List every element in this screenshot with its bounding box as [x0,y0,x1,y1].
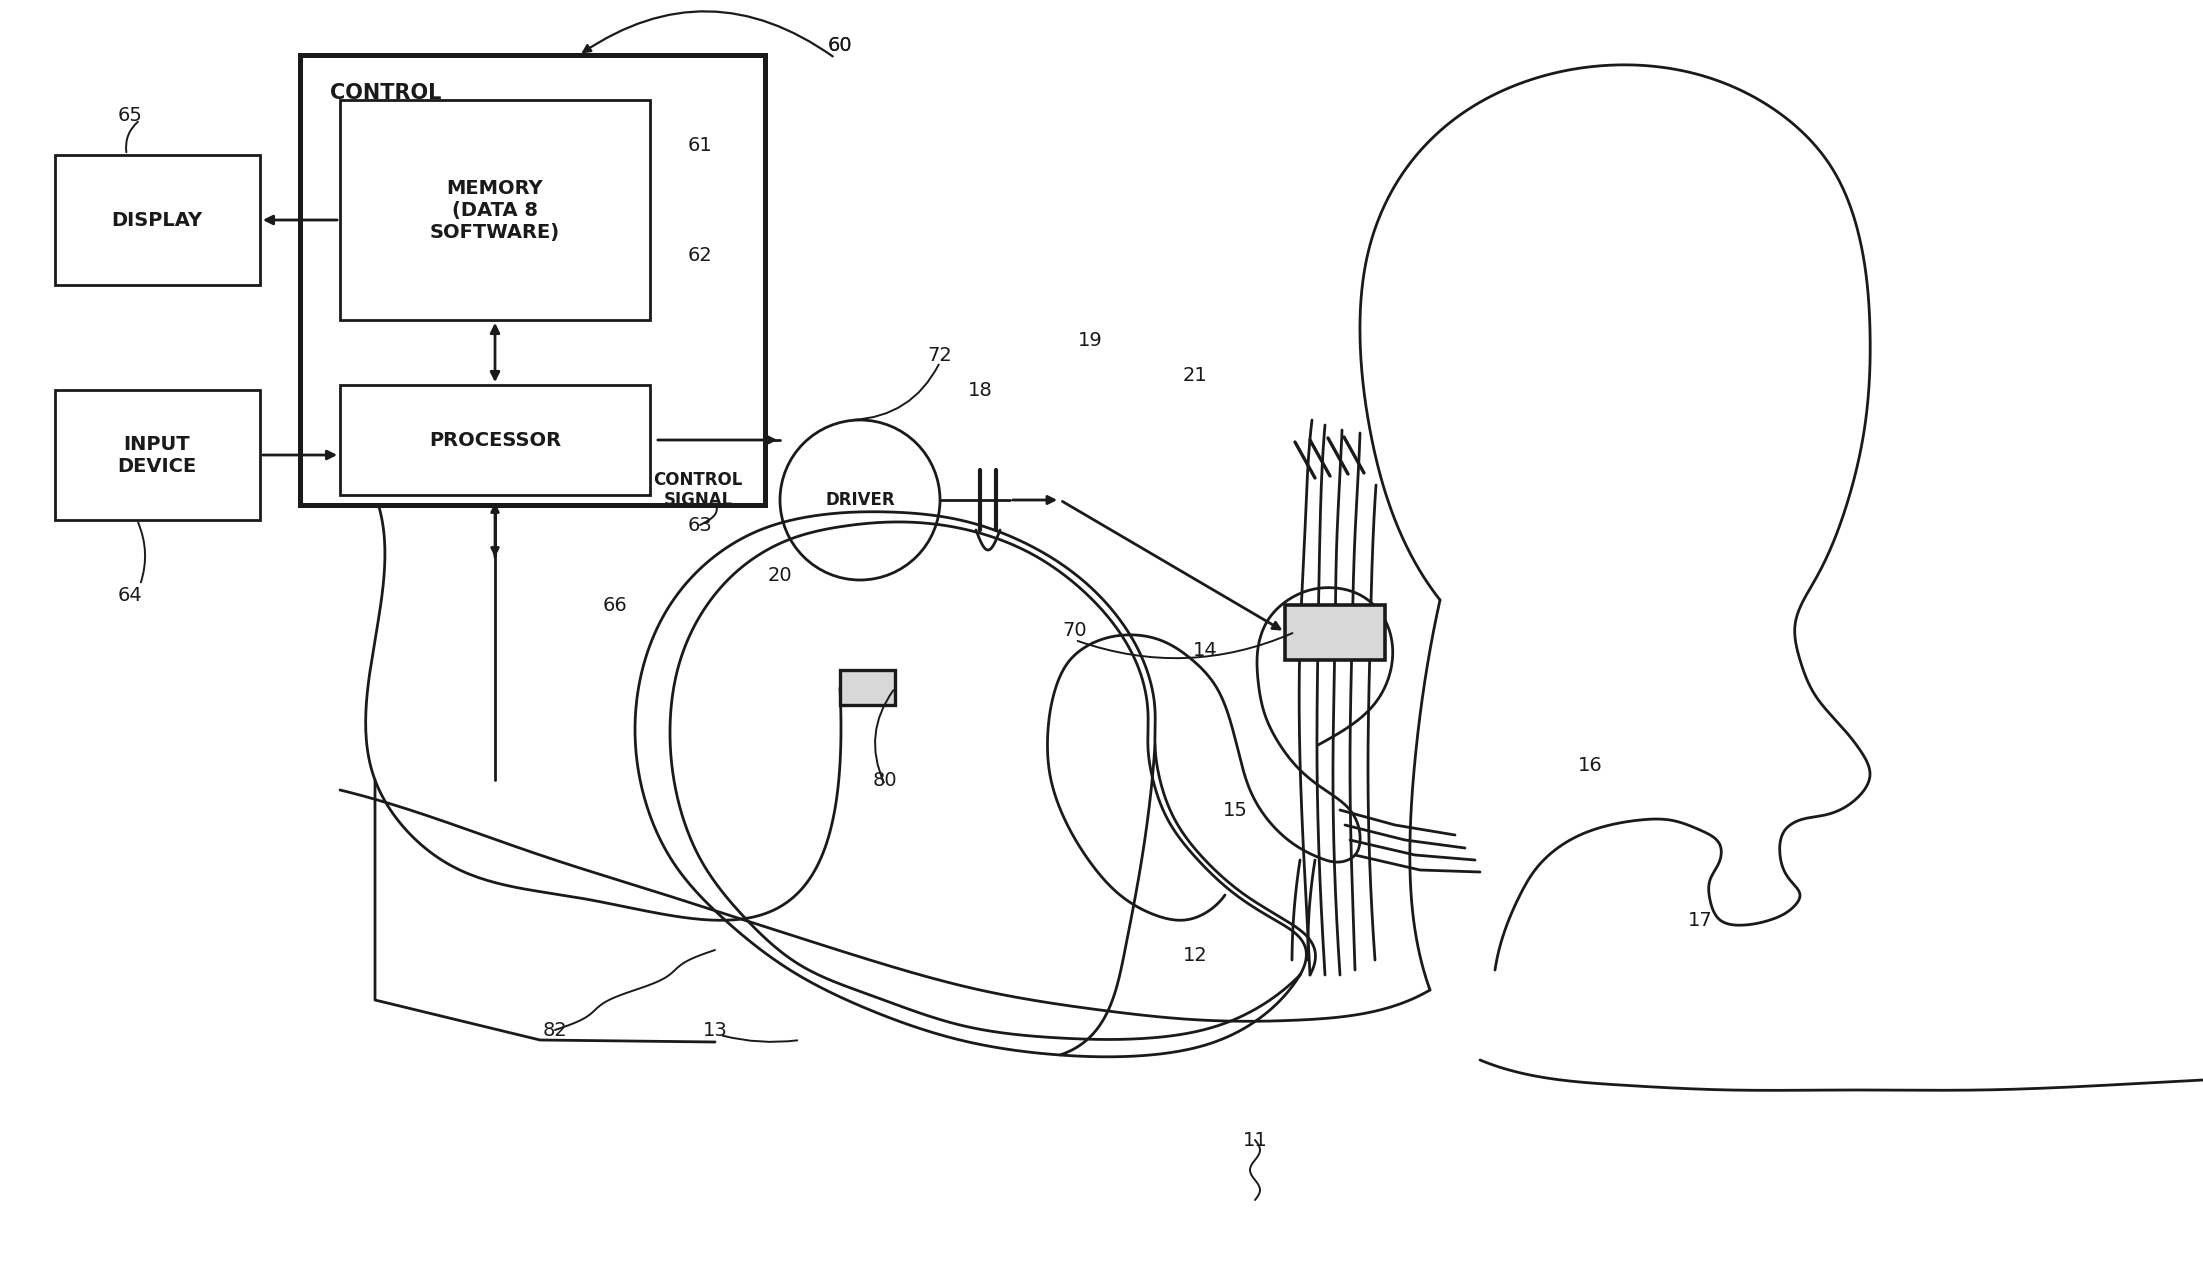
Text: MEMORY
(DATA 8
SOFTWARE): MEMORY (DATA 8 SOFTWARE) [430,178,560,242]
FancyBboxPatch shape [55,390,260,520]
Text: DRIVER: DRIVER [826,492,894,509]
FancyBboxPatch shape [339,385,650,495]
FancyBboxPatch shape [55,155,260,285]
Text: 20: 20 [767,566,793,585]
Text: 21: 21 [1183,366,1207,384]
Text: 72: 72 [927,346,952,365]
Text: CONTROL: CONTROL [330,83,441,102]
Text: 70: 70 [1062,621,1088,640]
Text: 65: 65 [117,105,143,124]
Text: 14: 14 [1192,640,1218,659]
Text: INPUT
DEVICE: INPUT DEVICE [117,434,196,475]
Text: 13: 13 [703,1020,727,1039]
FancyBboxPatch shape [1284,605,1386,660]
Text: 66: 66 [604,595,628,614]
Text: 11: 11 [1242,1130,1267,1149]
FancyBboxPatch shape [839,669,894,705]
FancyBboxPatch shape [339,100,650,320]
Text: 63: 63 [687,516,712,535]
Text: 80: 80 [872,771,897,790]
Text: PROCESSOR: PROCESSOR [430,430,562,449]
Text: 12: 12 [1183,946,1207,965]
Text: 61: 61 [687,136,712,155]
FancyBboxPatch shape [300,55,764,506]
Text: 15: 15 [1223,800,1247,819]
Text: 17: 17 [1687,910,1712,929]
Text: CONTROL
SIGNAL: CONTROL SIGNAL [654,471,742,509]
Text: 64: 64 [117,585,143,604]
Text: 16: 16 [1577,755,1602,774]
Text: 62: 62 [687,246,712,265]
Text: 82: 82 [542,1020,568,1039]
Text: 18: 18 [967,380,991,399]
Text: DISPLAY: DISPLAY [112,210,203,229]
Text: 19: 19 [1077,330,1102,349]
Text: 60: 60 [828,36,853,55]
Text: 60: 60 [828,36,853,55]
